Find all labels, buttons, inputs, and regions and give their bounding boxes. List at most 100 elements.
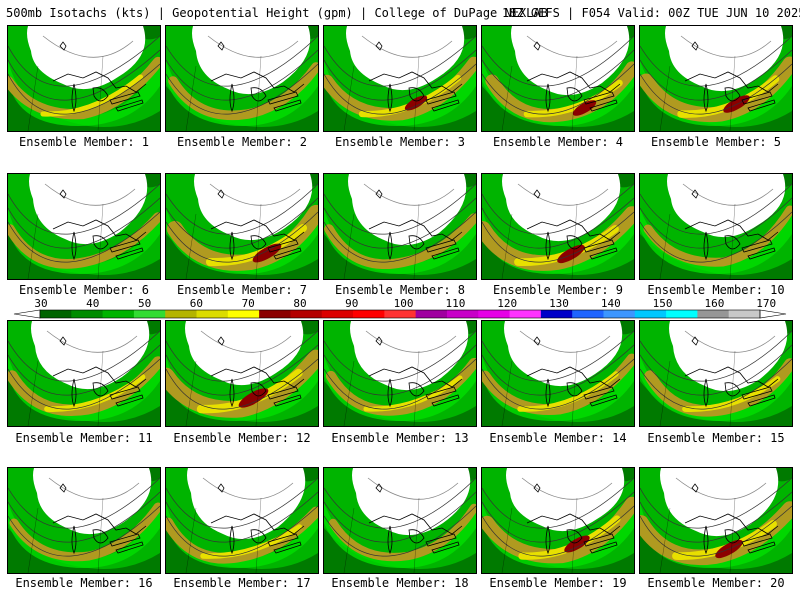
height-contour	[166, 358, 318, 410]
island-outline	[59, 483, 67, 493]
ensemble-member-label: Ensemble Member: 7	[176, 283, 308, 297]
colorbar-low-arrow	[13, 309, 41, 319]
ensemble-map-panel	[481, 320, 635, 427]
lake-outline	[250, 87, 267, 102]
coastline	[52, 71, 147, 93]
coastline	[526, 219, 621, 241]
jet-max	[238, 388, 269, 408]
state-border	[501, 203, 578, 279]
lake-outline	[583, 239, 615, 253]
height-contour	[324, 491, 476, 543]
lake-outline	[703, 525, 709, 555]
ensemble-member-label: Ensemble Member: 13	[331, 431, 469, 445]
state-border	[185, 350, 262, 426]
height-contour	[640, 183, 792, 235]
height-contour	[42, 35, 134, 58]
lake-outline	[566, 87, 583, 102]
island-outline	[691, 41, 699, 51]
lake-outline	[425, 386, 457, 400]
colorbar-segment	[196, 310, 229, 318]
ensemble-map-panel	[639, 173, 793, 280]
lake-outline	[92, 529, 109, 544]
lake-outline	[566, 529, 583, 544]
colorbar-segment	[603, 310, 636, 318]
lake-outline	[250, 235, 267, 250]
lake-outline	[545, 525, 551, 555]
lake-outline	[71, 83, 77, 113]
colorbar-segment	[697, 310, 730, 318]
state-border	[27, 350, 104, 426]
height-contour	[324, 63, 476, 115]
island-outline	[533, 41, 541, 51]
ensemble-map-panel	[165, 25, 319, 132]
calm-wind-area	[660, 468, 779, 537]
lake-outline	[229, 525, 235, 555]
height-contour	[482, 330, 634, 382]
height-contour	[519, 330, 611, 353]
colorbar-tick-label: 160	[704, 297, 725, 310]
height-contour	[482, 477, 634, 529]
state-border	[343, 497, 420, 573]
weak-wind-area	[482, 86, 634, 131]
ensemble-map-panel	[7, 173, 161, 280]
colorbar-segment	[666, 310, 698, 318]
island-outline	[533, 483, 541, 493]
lake-outline	[747, 541, 776, 554]
colorbar-segment	[634, 310, 667, 318]
coastline	[684, 513, 779, 535]
lake-outline	[109, 239, 141, 253]
ensemble-map-panel	[323, 320, 477, 427]
lake-outline	[109, 533, 141, 547]
height-contour	[367, 477, 459, 500]
calm-wind-area	[187, 468, 306, 540]
lake-outline	[583, 91, 615, 105]
island-outline	[375, 41, 383, 51]
height-contour	[46, 330, 138, 353]
colorbar-segment	[728, 310, 761, 318]
lake-outline	[267, 91, 299, 105]
lake-outline	[431, 394, 460, 407]
ensemble-member-label: Ensemble Member: 6	[18, 283, 150, 297]
height-contour	[324, 330, 476, 382]
state-border	[659, 203, 736, 279]
lake-outline	[229, 83, 235, 113]
lake-outline	[273, 394, 302, 407]
jet-stream-band	[168, 62, 318, 121]
lake-outline	[431, 247, 460, 260]
colorbar-segment	[321, 310, 354, 318]
height-contour	[324, 35, 476, 87]
colorbar-tick-label: 140	[600, 297, 621, 310]
island-outline	[217, 483, 225, 493]
lake-outline	[747, 394, 776, 407]
jet-max	[557, 244, 585, 264]
lake-outline	[273, 99, 302, 112]
island-outline	[691, 336, 699, 346]
height-contour	[324, 505, 476, 557]
colorbar-segment	[353, 310, 385, 318]
colorbar-segment	[102, 310, 135, 318]
calm-wind-area	[506, 468, 625, 532]
moderate-wind-area	[8, 57, 160, 126]
lake-outline	[703, 378, 709, 408]
height-contour	[8, 330, 160, 382]
colorbar-segment	[40, 310, 72, 318]
height-contour	[202, 477, 294, 500]
height-contour	[166, 63, 318, 115]
lake-outline	[408, 87, 425, 102]
lake-outline	[589, 541, 618, 554]
height-contour	[482, 63, 634, 115]
state-border	[185, 55, 262, 131]
height-contour	[166, 183, 318, 235]
height-contour	[482, 183, 634, 235]
state-border	[501, 497, 578, 573]
lake-outline	[589, 99, 618, 112]
height-contour	[8, 197, 160, 249]
lake-outline	[267, 239, 299, 253]
height-contour	[8, 63, 160, 115]
height-contour	[482, 505, 634, 557]
ensemble-member-label: Ensemble Member: 14	[489, 431, 627, 445]
calm-wind-area	[504, 321, 623, 387]
coastline	[368, 513, 463, 535]
lake-outline	[115, 394, 144, 407]
state-border	[343, 203, 420, 279]
